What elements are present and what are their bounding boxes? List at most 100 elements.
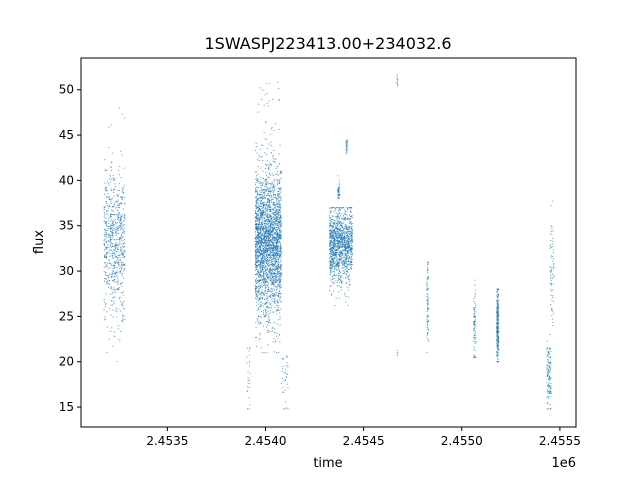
data-point — [117, 251, 119, 253]
data-point — [261, 251, 263, 253]
data-point — [257, 307, 259, 309]
data-point — [340, 223, 342, 225]
data-point — [266, 154, 268, 156]
data-point — [116, 194, 118, 196]
data-point — [255, 207, 257, 209]
data-point — [122, 321, 124, 323]
data-point — [337, 263, 339, 265]
data-point — [268, 237, 270, 239]
data-point — [261, 304, 263, 306]
data-point — [123, 264, 125, 266]
data-point — [277, 214, 279, 216]
data-point — [278, 233, 280, 235]
data-point — [350, 250, 352, 252]
data-point — [337, 236, 339, 238]
data-point — [266, 103, 268, 105]
data-point — [338, 237, 340, 239]
data-point — [276, 218, 278, 220]
data-point — [497, 302, 499, 304]
data-point — [280, 232, 282, 234]
data-point — [114, 256, 116, 258]
data-point — [115, 273, 117, 275]
data-point — [106, 247, 108, 249]
data-point — [113, 178, 115, 180]
data-point — [262, 89, 264, 91]
data-point — [332, 226, 334, 228]
data-point — [271, 258, 273, 260]
data-point — [275, 273, 277, 275]
data-point — [336, 224, 338, 226]
data-point — [117, 217, 119, 219]
data-point — [103, 309, 105, 311]
data-point — [264, 138, 266, 140]
data-point — [270, 232, 272, 234]
data-point — [277, 207, 279, 209]
data-point — [273, 283, 275, 285]
data-point — [272, 265, 274, 267]
data-point — [113, 226, 115, 228]
data-point — [339, 255, 341, 257]
data-point — [341, 237, 343, 239]
data-point — [345, 250, 347, 252]
data-point — [274, 249, 276, 251]
data-point — [259, 260, 261, 262]
data-point — [342, 232, 344, 234]
data-point — [123, 243, 125, 245]
data-point — [109, 239, 111, 241]
data-point — [345, 142, 347, 144]
data-point — [351, 238, 353, 240]
data-point — [112, 255, 114, 257]
data-point — [274, 238, 276, 240]
data-point — [273, 249, 275, 251]
data-point — [111, 227, 113, 229]
data-point — [333, 263, 335, 265]
data-point — [254, 171, 256, 173]
data-point — [331, 293, 333, 295]
data-point — [277, 261, 279, 263]
data-point — [274, 231, 276, 233]
data-point — [257, 270, 259, 272]
data-point — [346, 148, 348, 150]
data-point — [274, 161, 276, 163]
data-point — [274, 275, 276, 277]
data-point — [272, 231, 274, 233]
data-point — [339, 260, 341, 262]
data-point — [114, 289, 116, 291]
data-point — [106, 170, 108, 172]
data-point — [330, 271, 332, 273]
data-point — [113, 296, 115, 298]
data-point — [427, 275, 429, 277]
data-point — [256, 265, 258, 267]
data-point — [331, 266, 333, 268]
data-point — [496, 343, 498, 345]
data-point — [260, 252, 262, 254]
data-point — [264, 251, 266, 253]
data-point — [286, 362, 288, 364]
data-point — [277, 279, 279, 281]
data-point — [268, 225, 270, 227]
data-point — [273, 202, 275, 204]
data-point — [254, 212, 256, 214]
data-point — [111, 206, 113, 208]
data-point — [274, 252, 276, 254]
data-point — [332, 257, 334, 259]
data-point — [265, 164, 267, 166]
data-point — [112, 231, 114, 233]
data-point — [269, 202, 271, 204]
data-point — [276, 288, 278, 290]
data-point — [345, 228, 347, 230]
data-point — [258, 194, 260, 196]
data-point — [396, 77, 398, 79]
data-point — [277, 232, 279, 234]
data-point — [347, 235, 349, 237]
data-point — [272, 212, 274, 214]
data-point — [497, 307, 499, 309]
data-point — [344, 235, 346, 237]
data-point — [121, 314, 123, 316]
data-point — [120, 234, 122, 236]
data-point — [280, 301, 282, 303]
data-point — [255, 287, 257, 289]
data-point — [271, 275, 273, 277]
data-point — [346, 232, 348, 234]
data-point — [262, 259, 264, 261]
